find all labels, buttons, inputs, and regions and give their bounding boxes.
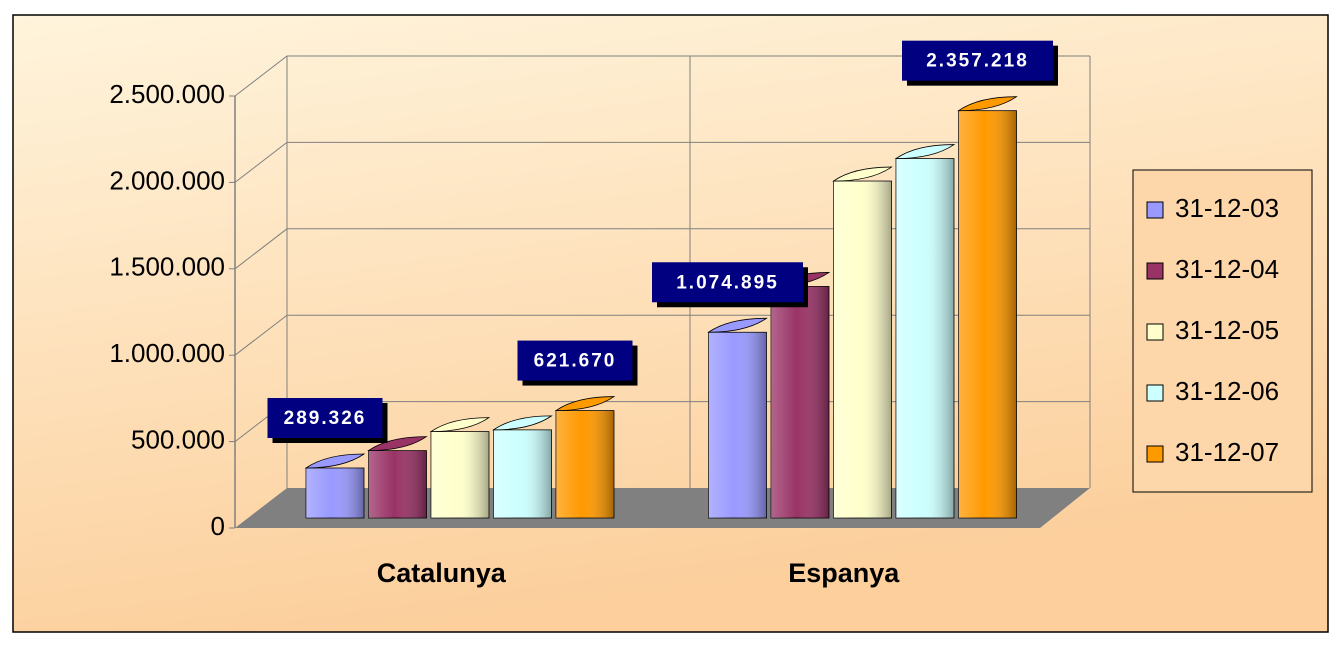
legend-label: 31-12-05 — [1175, 315, 1279, 345]
bar-top — [894, 144, 956, 159]
legend-swatch — [1146, 201, 1164, 219]
legend — [1132, 169, 1313, 493]
bar-top — [707, 317, 768, 333]
bar-shade — [708, 332, 767, 518]
value-label-box — [902, 40, 1053, 81]
x-tick-label: Catalunya — [377, 558, 507, 588]
legend-swatch — [1146, 323, 1164, 341]
bar-shade — [896, 158, 954, 519]
bar-shade — [833, 181, 892, 519]
bar-top — [832, 166, 893, 182]
y-tick-label: 2.000.000 — [109, 165, 225, 195]
bar-shade — [306, 468, 364, 518]
value-label-box — [267, 398, 383, 439]
y-tick-label: 2.500.000 — [109, 79, 225, 109]
chart-frame — [12, 14, 1329, 633]
legend-label: 31-12-04 — [1175, 254, 1279, 284]
bar-top — [429, 417, 491, 433]
grid-line — [234, 141, 1090, 183]
y-tick-label: 1.500.000 — [109, 252, 225, 282]
value-label-box — [517, 340, 633, 381]
bar-top — [492, 415, 553, 431]
bar-top — [554, 396, 616, 411]
value-label-box — [652, 262, 803, 303]
legend-label: 31-12-03 — [1175, 193, 1279, 223]
legend-label: 31-12-06 — [1175, 376, 1279, 406]
bar-top — [304, 453, 366, 469]
bar-shade — [431, 431, 489, 518]
legend-swatch — [1146, 384, 1164, 402]
value-label: 2.357.218 — [926, 51, 1029, 72]
value-label: 1.074.895 — [676, 272, 779, 293]
legend-swatch — [1146, 445, 1164, 463]
y-tick-label: 500.000 — [131, 424, 225, 454]
x-tick-label: Espanya — [788, 558, 900, 588]
bar-shade — [958, 110, 1017, 518]
y-tick-label: 0 — [211, 511, 225, 541]
bar-top — [957, 96, 1018, 112]
bar-shade — [556, 410, 614, 518]
bar-shade — [368, 450, 427, 518]
bar-top — [367, 436, 428, 452]
bar-shade — [771, 286, 829, 518]
value-label: 621.670 — [534, 351, 617, 372]
grid-line — [234, 55, 1090, 97]
legend-swatch — [1146, 262, 1164, 280]
value-label: 289.326 — [284, 408, 367, 429]
bar-shade — [493, 429, 552, 518]
grid-line — [234, 228, 1090, 270]
legend-label: 31-12-07 — [1175, 437, 1279, 467]
y-tick-label: 1.000.000 — [109, 338, 225, 368]
